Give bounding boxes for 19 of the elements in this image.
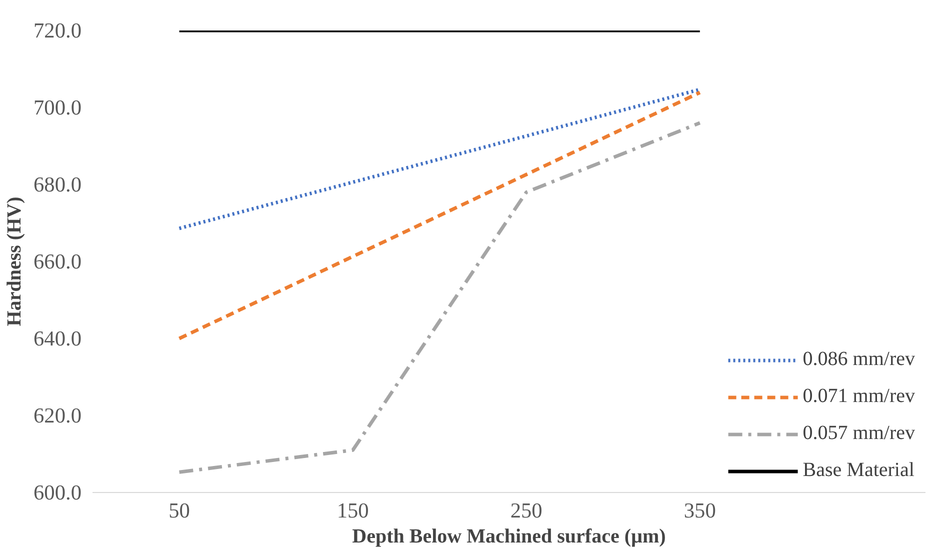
y-tick-label: 620.0 [34,404,82,428]
x-tick-label: 50 [168,498,190,522]
x-axis-title: Depth Below Machined surface (µm) [352,526,666,548]
y-tick-label: 640.0 [34,326,82,350]
y-tick-label: 600.0 [34,480,82,504]
y-tick-label: 720.0 [34,18,82,42]
y-axis-title: Hardness (HV) [4,196,26,326]
y-tick-label: 680.0 [34,172,82,196]
legend-label: 0.086 mm/rev [802,348,915,371]
x-tick-label: 250 [510,498,542,522]
y-tick-label: 700.0 [34,96,82,120]
legend-label: 0.071 mm/rev [802,385,915,408]
x-tick-label: 350 [684,498,716,522]
x-tick-label: 150 [336,498,369,522]
legend-label: Base Material [802,459,914,482]
legend-label: 0.057 mm/rev [802,422,915,445]
line-series [178,121,702,474]
y-tick-label: 660.0 [34,250,82,274]
line-series [178,90,702,340]
